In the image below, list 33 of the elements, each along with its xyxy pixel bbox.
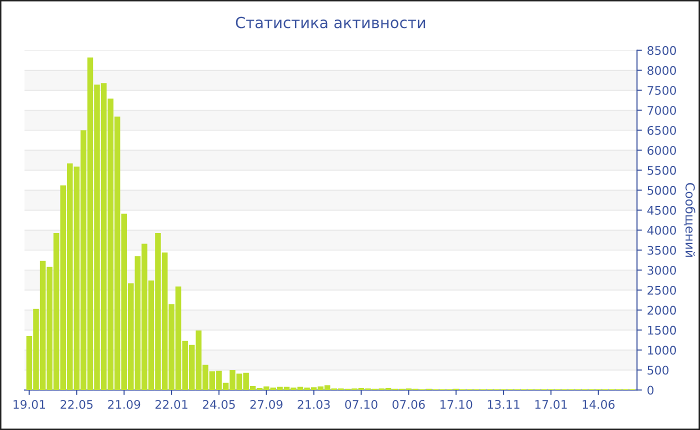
- y-tick-label: 4000: [647, 226, 676, 235]
- x-tick-label: 24.05: [202, 400, 235, 409]
- y-tick-label: 6000: [648, 146, 676, 155]
- y-axis-title: Сообщений: [684, 183, 696, 257]
- y-tick-label: 3500: [648, 246, 676, 255]
- y-tick-label: 2500: [648, 286, 676, 295]
- x-tick-label: 27.09: [250, 400, 282, 409]
- x-tick-label: 07.10: [345, 400, 378, 409]
- y-tick-label: 1000: [648, 346, 676, 355]
- x-tick-label: 14.06: [582, 400, 615, 409]
- y-tick-label: 8500: [648, 46, 676, 55]
- x-tick-label: 17.01: [535, 400, 567, 409]
- chart-title: Статистика активности: [236, 16, 426, 28]
- x-tick-label: 21.09: [108, 400, 140, 409]
- x-tick-label: 22.01: [155, 400, 188, 409]
- y-tick-label: 500: [648, 366, 668, 375]
- y-tick-label: 2000: [648, 306, 676, 315]
- y-tick-label: 7500: [648, 86, 676, 95]
- y-tick-label: 5000: [648, 186, 676, 195]
- y-tick-label: 5500: [648, 166, 676, 175]
- y-tick-label: 8000: [648, 66, 676, 75]
- y-tick-label: 0: [648, 386, 654, 395]
- x-tick-label: 17.10: [440, 400, 472, 409]
- y-tick-label: 7000: [648, 106, 676, 115]
- x-tick-label: 13.11: [488, 400, 520, 409]
- x-tick-label: 21.03: [298, 400, 330, 409]
- y-tick-label: 6500: [648, 126, 676, 135]
- x-tick-label: 19.01: [14, 400, 46, 409]
- y-tick-label: 1500: [648, 326, 676, 335]
- x-tick-label: 07.06: [392, 400, 425, 409]
- x-tick-label: 22.05: [60, 400, 93, 409]
- y-tick-label: 3000: [648, 266, 676, 275]
- y-tick-label: 4500: [647, 206, 676, 215]
